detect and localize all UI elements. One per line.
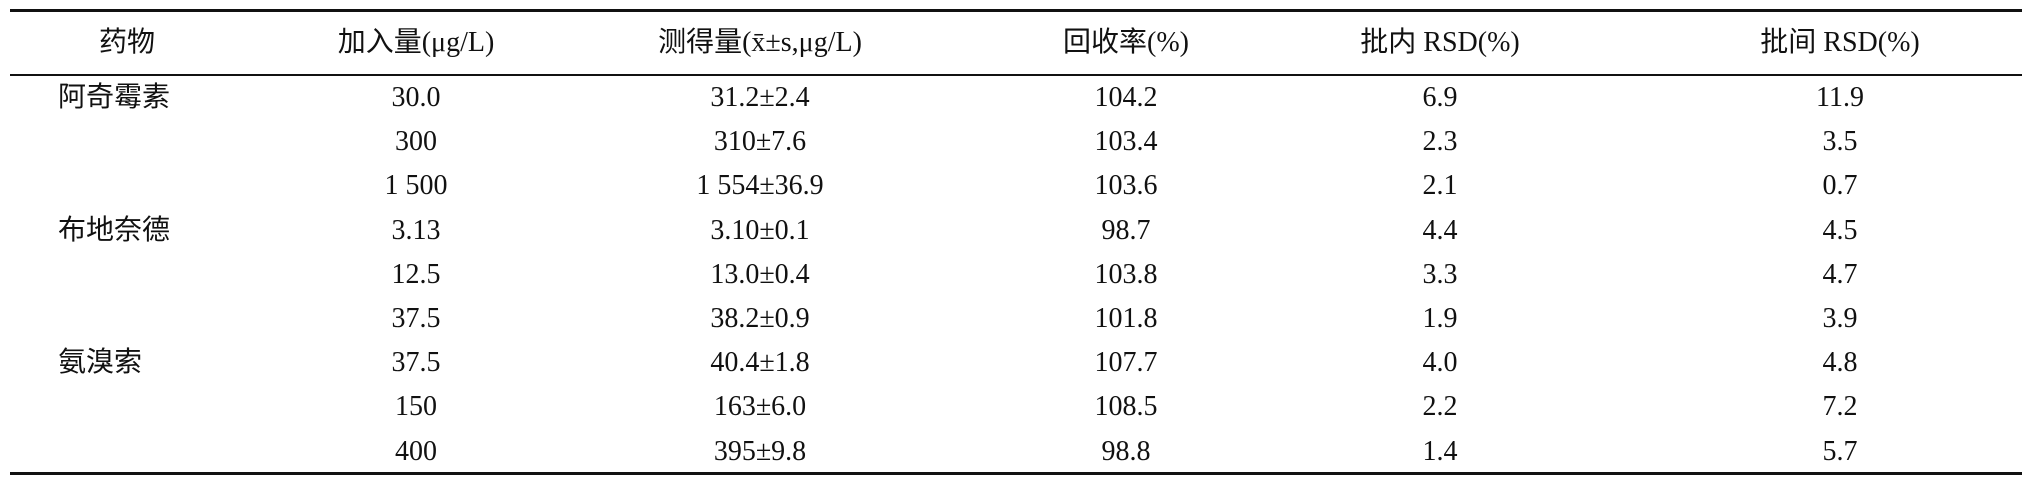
data-cell: 104.2 (1094, 82, 1158, 113)
data-cell: 300 (395, 126, 437, 158)
drug-name: 氨溴索 (58, 347, 143, 379)
data-cell: 11.9 (1816, 82, 1864, 113)
data-cell: 13.0±0.4 (710, 258, 810, 290)
data-cell: 163±6.0 (713, 391, 807, 423)
header-cell: 测得量(x̄±s,μg/L) (658, 27, 862, 58)
bottom-rule (10, 472, 2022, 475)
data-cell: 107.7 (1094, 347, 1158, 379)
drug-name: 阿奇霉素 (58, 82, 171, 113)
data-cell: 98.8 (1101, 435, 1151, 467)
data-cell: 395±9.8 (713, 435, 807, 467)
header-cell: 加入量(μg/L) (337, 27, 495, 58)
data-cell: 4.0 (1422, 347, 1458, 379)
data-cell: 3.13 (391, 214, 441, 246)
data-cell: 6.9 (1422, 82, 1458, 113)
header-rule (10, 74, 2022, 76)
data-cell: 4.5 (1822, 214, 1858, 246)
data-cell: 1 500 (384, 170, 448, 202)
header-cell: 回收率(%) (1063, 27, 1189, 58)
data-cell: 3.3 (1422, 258, 1458, 290)
data-cell: 30.0 (391, 82, 441, 113)
data-cell: 37.5 (391, 303, 441, 334)
data-cell: 310±7.6 (713, 126, 807, 158)
data-cell: 12.5 (391, 258, 441, 290)
data-cell: 103.4 (1094, 126, 1158, 158)
data-cell: 150 (395, 391, 437, 423)
data-cell: 101.8 (1094, 303, 1158, 334)
data-cell: 5.7 (1822, 435, 1858, 467)
data-cell: 40.4±1.8 (710, 347, 810, 379)
data-cell: 103.6 (1094, 170, 1158, 202)
data-cell: 4.7 (1822, 258, 1858, 290)
header-cell: 药物 (98, 27, 156, 58)
data-cell: 3.10±0.1 (710, 214, 810, 246)
data-cell: 3.5 (1822, 126, 1858, 158)
data-cell: 98.7 (1101, 214, 1151, 246)
data-cell: 1 554±36.9 (696, 170, 824, 202)
data-cell: 400 (395, 435, 437, 467)
data-cell: 3.9 (1822, 303, 1858, 334)
header-cell: 批内 RSD(%) (1360, 27, 1520, 58)
data-cell: 103.8 (1094, 258, 1158, 290)
data-cell: 0.7 (1822, 170, 1858, 202)
data-cell: 2.2 (1422, 391, 1458, 423)
data-cell: 1.9 (1422, 303, 1458, 334)
data-cell: 2.3 (1422, 126, 1458, 158)
drug-name: 布地奈德 (58, 214, 171, 246)
data-cell: 4.8 (1822, 347, 1858, 379)
data-cell: 37.5 (391, 347, 441, 379)
data-cell: 108.5 (1094, 391, 1158, 423)
data-cell: 4.4 (1422, 214, 1458, 246)
data-cell: 1.4 (1422, 435, 1458, 467)
header-cell: 批间 RSD(%) (1760, 27, 1920, 58)
data-cell: 2.1 (1422, 170, 1458, 202)
top-rule (10, 9, 2022, 12)
data-cell: 31.2±2.4 (710, 82, 810, 113)
data-cell: 7.2 (1822, 391, 1858, 423)
data-cell: 38.2±0.9 (710, 303, 810, 334)
